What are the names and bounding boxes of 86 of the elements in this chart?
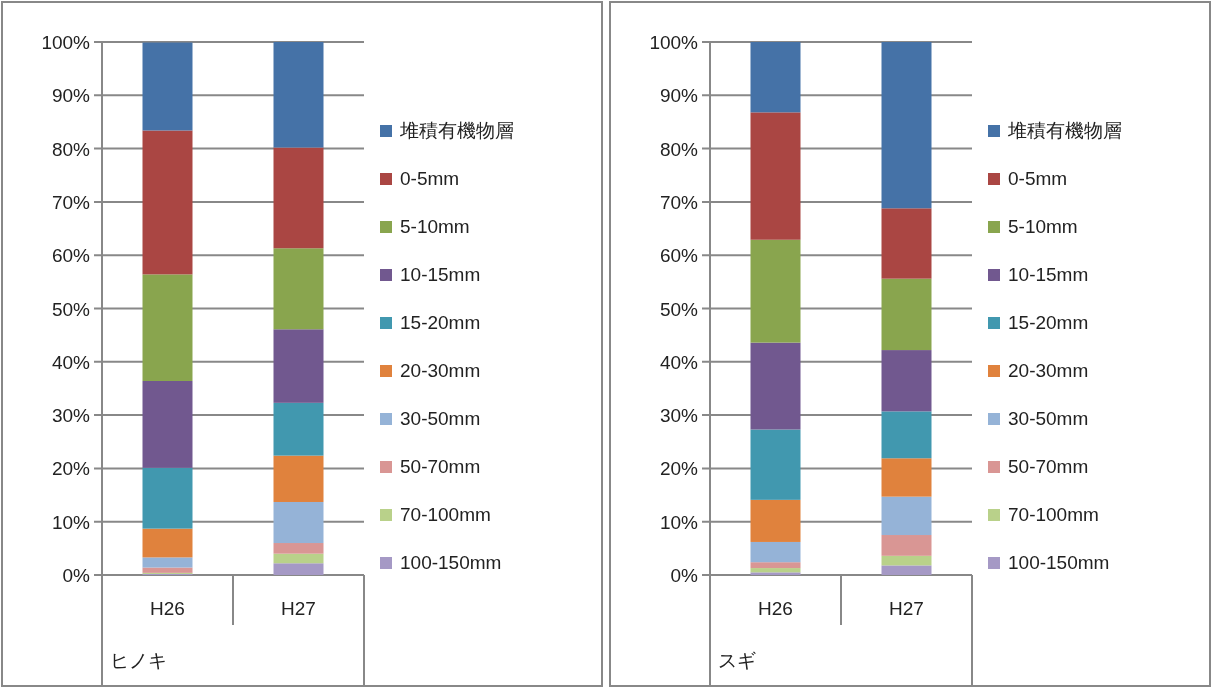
bar [750, 568, 801, 573]
bar [750, 541, 801, 563]
legend-label: 0-5mm [400, 168, 460, 189]
y-tick-label: 30% [51, 405, 91, 427]
bar [881, 411, 932, 459]
legend-label: 堆積有機物層 [399, 120, 514, 141]
legend-label: 15-20mm [1008, 312, 1089, 333]
y-tick-label: 0% [62, 565, 91, 586]
bar [142, 567, 193, 573]
bar [273, 563, 324, 575]
bar [142, 467, 193, 529]
legend-label: 0-5mm [1008, 168, 1068, 189]
legend-label: 100-150mm [1008, 552, 1110, 573]
bar [750, 342, 801, 430]
y-tick-label: 10% [51, 511, 91, 533]
legend-label: 30-50mm [400, 408, 481, 429]
bar [273, 455, 324, 502]
bar [881, 565, 932, 575]
legend-label: 10-15mm [400, 264, 481, 285]
bar [142, 557, 193, 568]
bar [881, 42, 932, 209]
bar [142, 130, 193, 275]
bar [273, 501, 324, 544]
y-tick-label: 90% [659, 85, 699, 107]
bar [750, 572, 801, 575]
bar [881, 555, 932, 566]
y-tick-label: 40% [659, 351, 699, 373]
legend-label: 50-70mm [400, 456, 481, 477]
y-tick-label: 10% [659, 511, 699, 533]
bar [881, 350, 932, 412]
bar [881, 208, 932, 279]
y-tick-label: 100% [649, 32, 699, 53]
bar [750, 42, 801, 113]
y-tick-label: 100% [41, 32, 91, 53]
y-tick-label: 50% [51, 298, 91, 320]
y-tick-label: 20% [659, 458, 699, 480]
y-tick-label: 20% [51, 458, 91, 480]
legend-label: 5-10mm [400, 216, 470, 237]
bar [750, 499, 801, 542]
legend-label: 20-30mm [400, 360, 481, 381]
y-tick-label: 90% [51, 85, 91, 107]
legend-label: 20-30mm [1008, 360, 1089, 381]
bar [881, 535, 932, 556]
x-tick-label: H27 [281, 598, 316, 619]
bar [750, 239, 801, 343]
y-tick-label: 70% [51, 191, 91, 213]
bar [881, 458, 932, 497]
bar [273, 553, 324, 564]
y-tick-label: 60% [51, 245, 91, 267]
bar [142, 274, 193, 381]
bar [273, 248, 324, 330]
bar [273, 329, 324, 403]
bar [142, 380, 193, 468]
y-tick-label: 50% [659, 298, 699, 320]
legend-label: 堆積有機物層 [1007, 120, 1122, 141]
y-tick-label: 30% [659, 405, 699, 427]
bar [750, 429, 801, 500]
x-axis-title: ヒノキ [110, 650, 167, 671]
bar [142, 42, 193, 131]
bar [273, 402, 324, 456]
legend-label: 70-100mm [400, 504, 491, 525]
legend-label: 70-100mm [1008, 504, 1099, 525]
legend-label: 30-50mm [1008, 408, 1089, 429]
bar [750, 112, 801, 240]
bar [750, 562, 801, 569]
x-axis-title: スギ [718, 650, 756, 671]
y-tick-label: 0% [670, 565, 699, 586]
bar [273, 42, 324, 148]
bar [273, 147, 324, 249]
x-tick-label: H26 [758, 598, 793, 619]
y-tick-label: 80% [659, 138, 699, 160]
x-tick-label: H27 [889, 598, 924, 619]
legend-label: 100-150mm [400, 552, 502, 573]
y-tick-label: 40% [51, 351, 91, 373]
bar [142, 528, 193, 558]
y-tick-label: 70% [659, 191, 699, 213]
legend-label: 50-70mm [1008, 456, 1089, 477]
bar [273, 543, 324, 554]
y-tick-label: 80% [51, 138, 91, 160]
x-tick-label: H26 [150, 598, 185, 619]
bar [881, 278, 932, 351]
y-tick-label: 60% [659, 245, 699, 267]
legend-label: 10-15mm [1008, 264, 1089, 285]
legend-label: 15-20mm [400, 312, 481, 333]
legend-label: 5-10mm [1008, 216, 1078, 237]
bar [881, 496, 932, 536]
